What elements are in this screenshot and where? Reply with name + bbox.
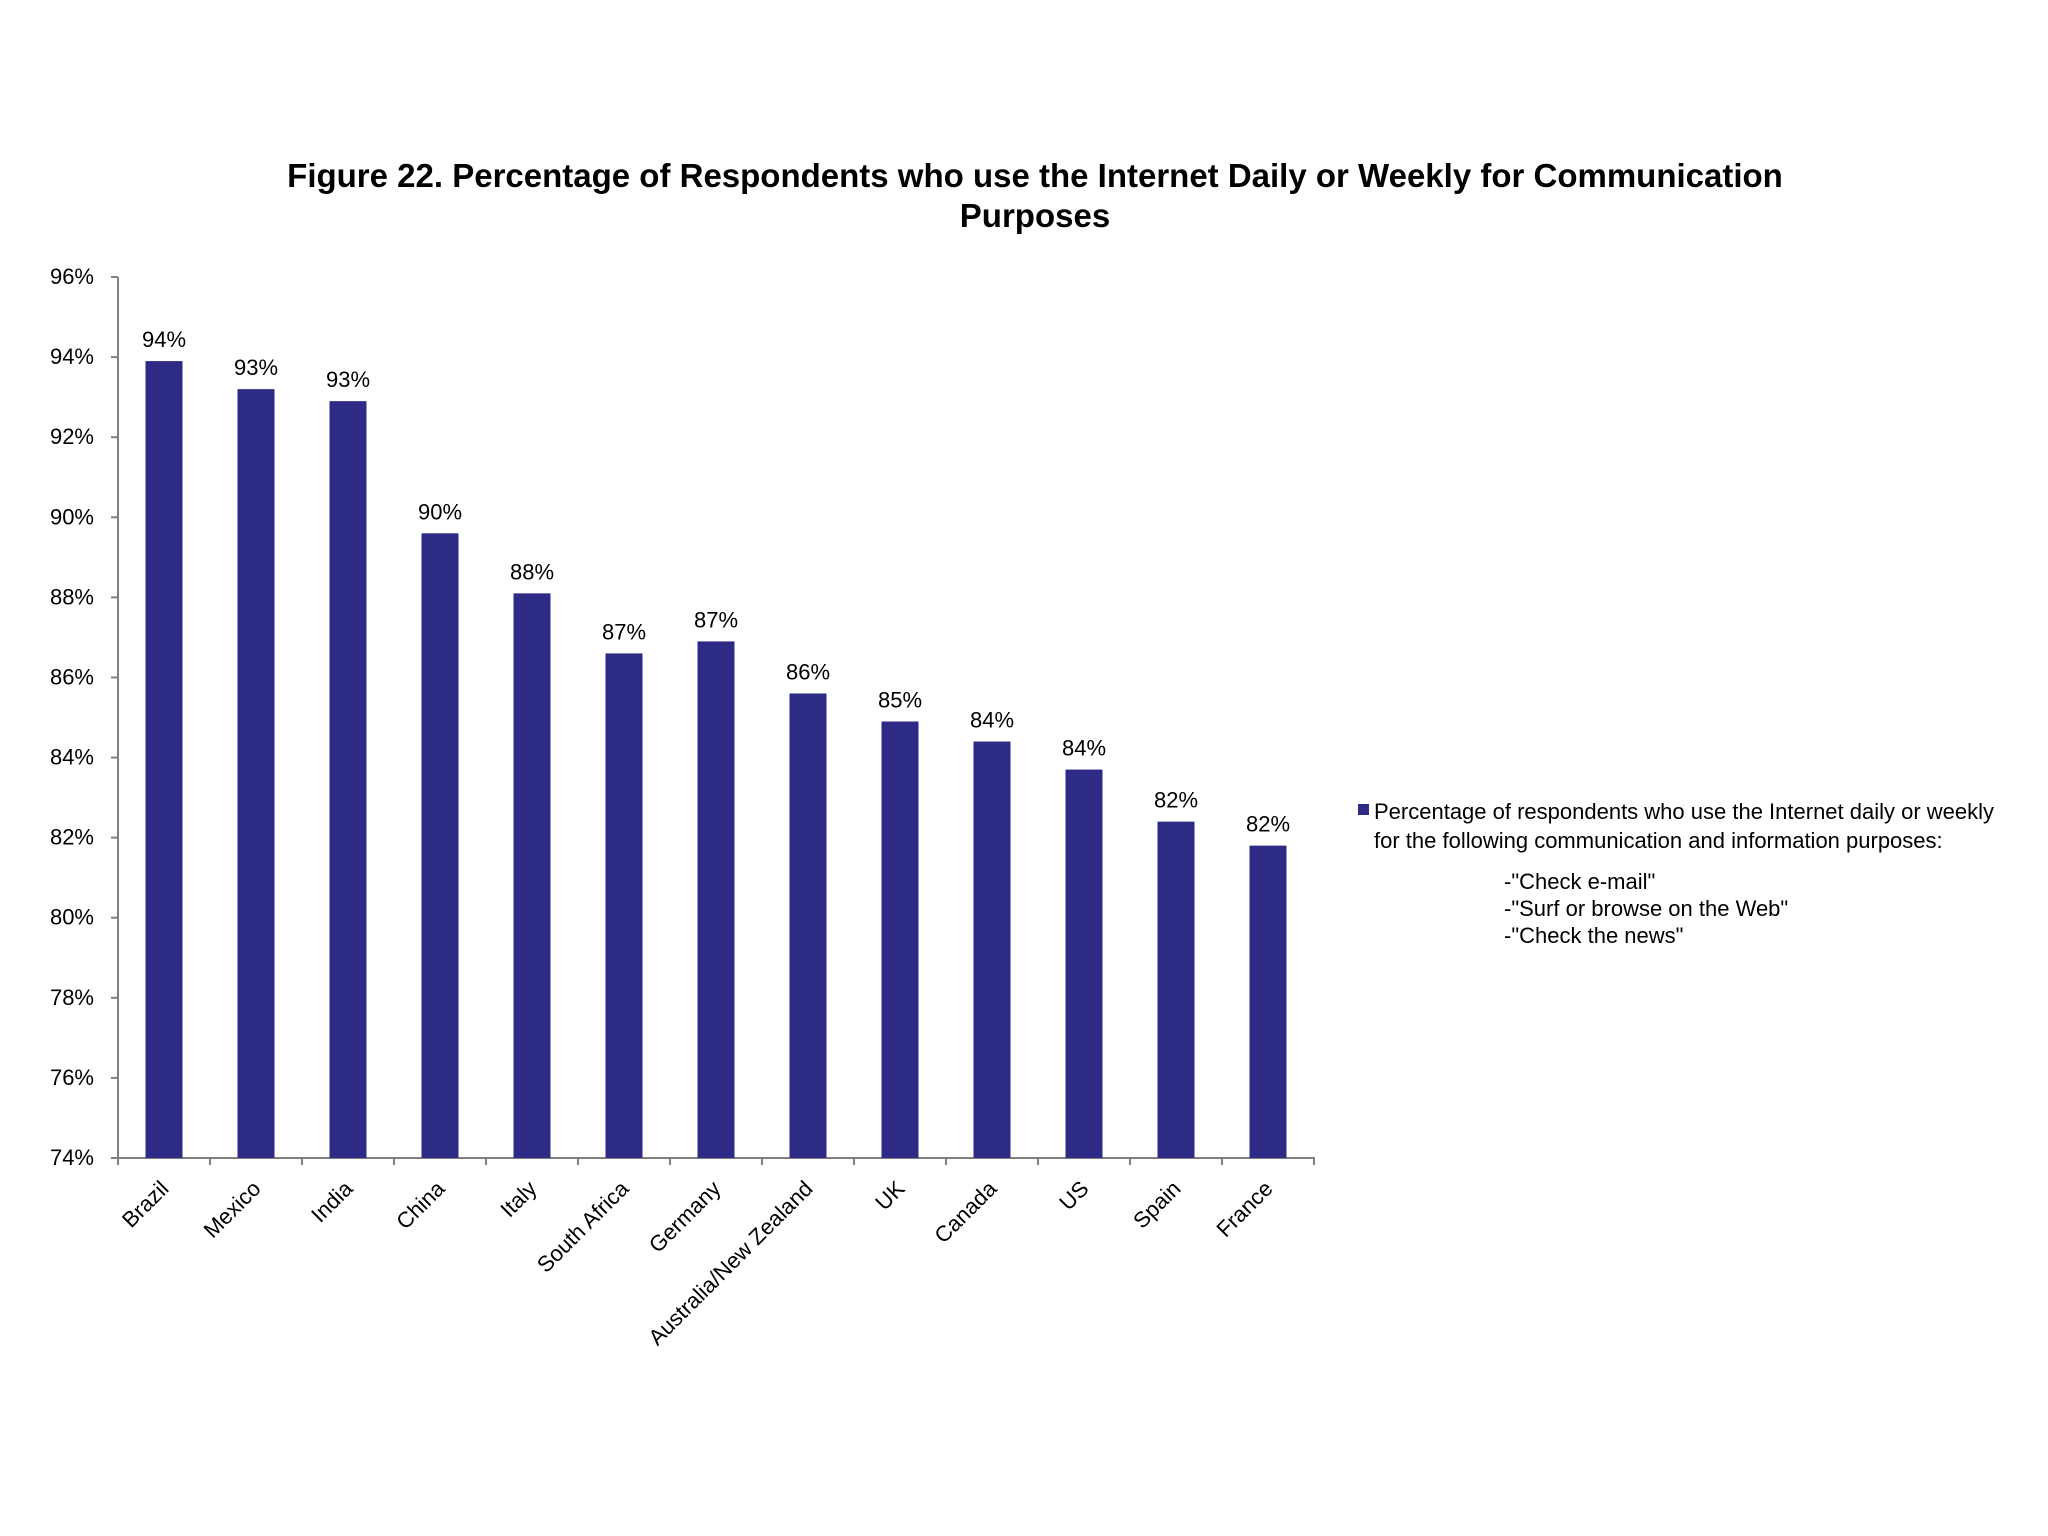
bar: [789, 693, 827, 1158]
bar: [1249, 845, 1287, 1158]
chart-title-line-1: Figure 22. Percentage of Respondents who…: [287, 157, 1783, 194]
y-tick-label: 76%: [50, 1065, 94, 1090]
x-category-label: India: [306, 1175, 358, 1227]
x-category-label: Australia/New Zealand: [643, 1176, 817, 1350]
bar: [881, 721, 919, 1158]
y-tick-label: 90%: [50, 504, 94, 529]
chart-data-labels: 94% 93% 93% 90% 88% 87% 87% 86% 85% 84% 84% 82% 82%: [142, 327, 1290, 837]
x-category-label: France: [1211, 1176, 1277, 1242]
x-category-label: Italy: [495, 1176, 541, 1222]
legend-line-2: for the following communication and info…: [1374, 828, 1943, 853]
x-category-label: US: [1054, 1176, 1093, 1215]
y-tick-label: 78%: [50, 985, 94, 1010]
bar: [697, 641, 735, 1158]
legend-line-1: Percentage of respondents who use the In…: [1374, 799, 1995, 824]
chart-title: Figure 22. Percentage of Respondents who…: [180, 156, 1890, 236]
x-category-label: UK: [870, 1176, 910, 1216]
data-label: 87%: [602, 619, 646, 644]
bar: [421, 533, 459, 1158]
x-category-label: South Africa: [532, 1175, 634, 1277]
data-label: 88%: [510, 559, 554, 584]
bar: [145, 361, 183, 1158]
data-label: 86%: [786, 659, 830, 684]
x-category-label: Spain: [1128, 1176, 1185, 1233]
data-label: 85%: [878, 688, 922, 713]
data-label: 90%: [418, 499, 462, 524]
bar: [1157, 821, 1195, 1158]
y-tick-label: 88%: [50, 584, 94, 609]
data-label: 87%: [694, 607, 738, 632]
data-label: 93%: [234, 355, 278, 380]
bar: [329, 401, 367, 1159]
bar: [513, 593, 551, 1158]
bar: [1065, 769, 1103, 1158]
x-category-label: Brazil: [117, 1176, 174, 1233]
x-category-label: Mexico: [199, 1176, 266, 1243]
x-category-label: Canada: [929, 1175, 1002, 1248]
legend-item: -"Surf or browse on the Web": [1504, 896, 1789, 921]
y-tick-label: 96%: [50, 264, 94, 289]
y-tick-label: 74%: [50, 1145, 94, 1170]
bar: [605, 653, 643, 1158]
legend-item: -"Check e-mail": [1504, 869, 1656, 894]
y-tick-label: 92%: [50, 424, 94, 449]
bar: [237, 389, 275, 1158]
chart-bars: [145, 361, 1287, 1159]
legend-items: -"Check e-mail" -"Surf or browse on the …: [1504, 868, 2004, 949]
legend-text: Percentage of respondents who use the In…: [1374, 797, 2048, 855]
legend-swatch: [1358, 804, 1369, 815]
y-tick-label: 82%: [50, 825, 94, 850]
y-tick-label: 86%: [50, 664, 94, 689]
y-tick-label: 80%: [50, 905, 94, 930]
x-category-label: China: [391, 1175, 450, 1234]
data-label: 84%: [970, 708, 1014, 733]
x-category-label: Germany: [644, 1176, 726, 1258]
chart-axes: 96% 94% 92% 90% 88% 86% 84% 82% 80% 78% 76% 74%: [50, 264, 1315, 1170]
data-label: 82%: [1246, 812, 1290, 837]
bar: [973, 741, 1011, 1158]
data-label: 84%: [1062, 736, 1106, 761]
data-label: 93%: [326, 367, 370, 392]
legend-item: -"Check the news": [1504, 923, 1684, 948]
data-label: 94%: [142, 327, 186, 352]
chart-title-line-2: Purposes: [959, 197, 1111, 234]
y-tick-label: 94%: [50, 344, 94, 369]
data-label: 82%: [1154, 788, 1198, 813]
y-tick-label: 84%: [50, 745, 94, 770]
